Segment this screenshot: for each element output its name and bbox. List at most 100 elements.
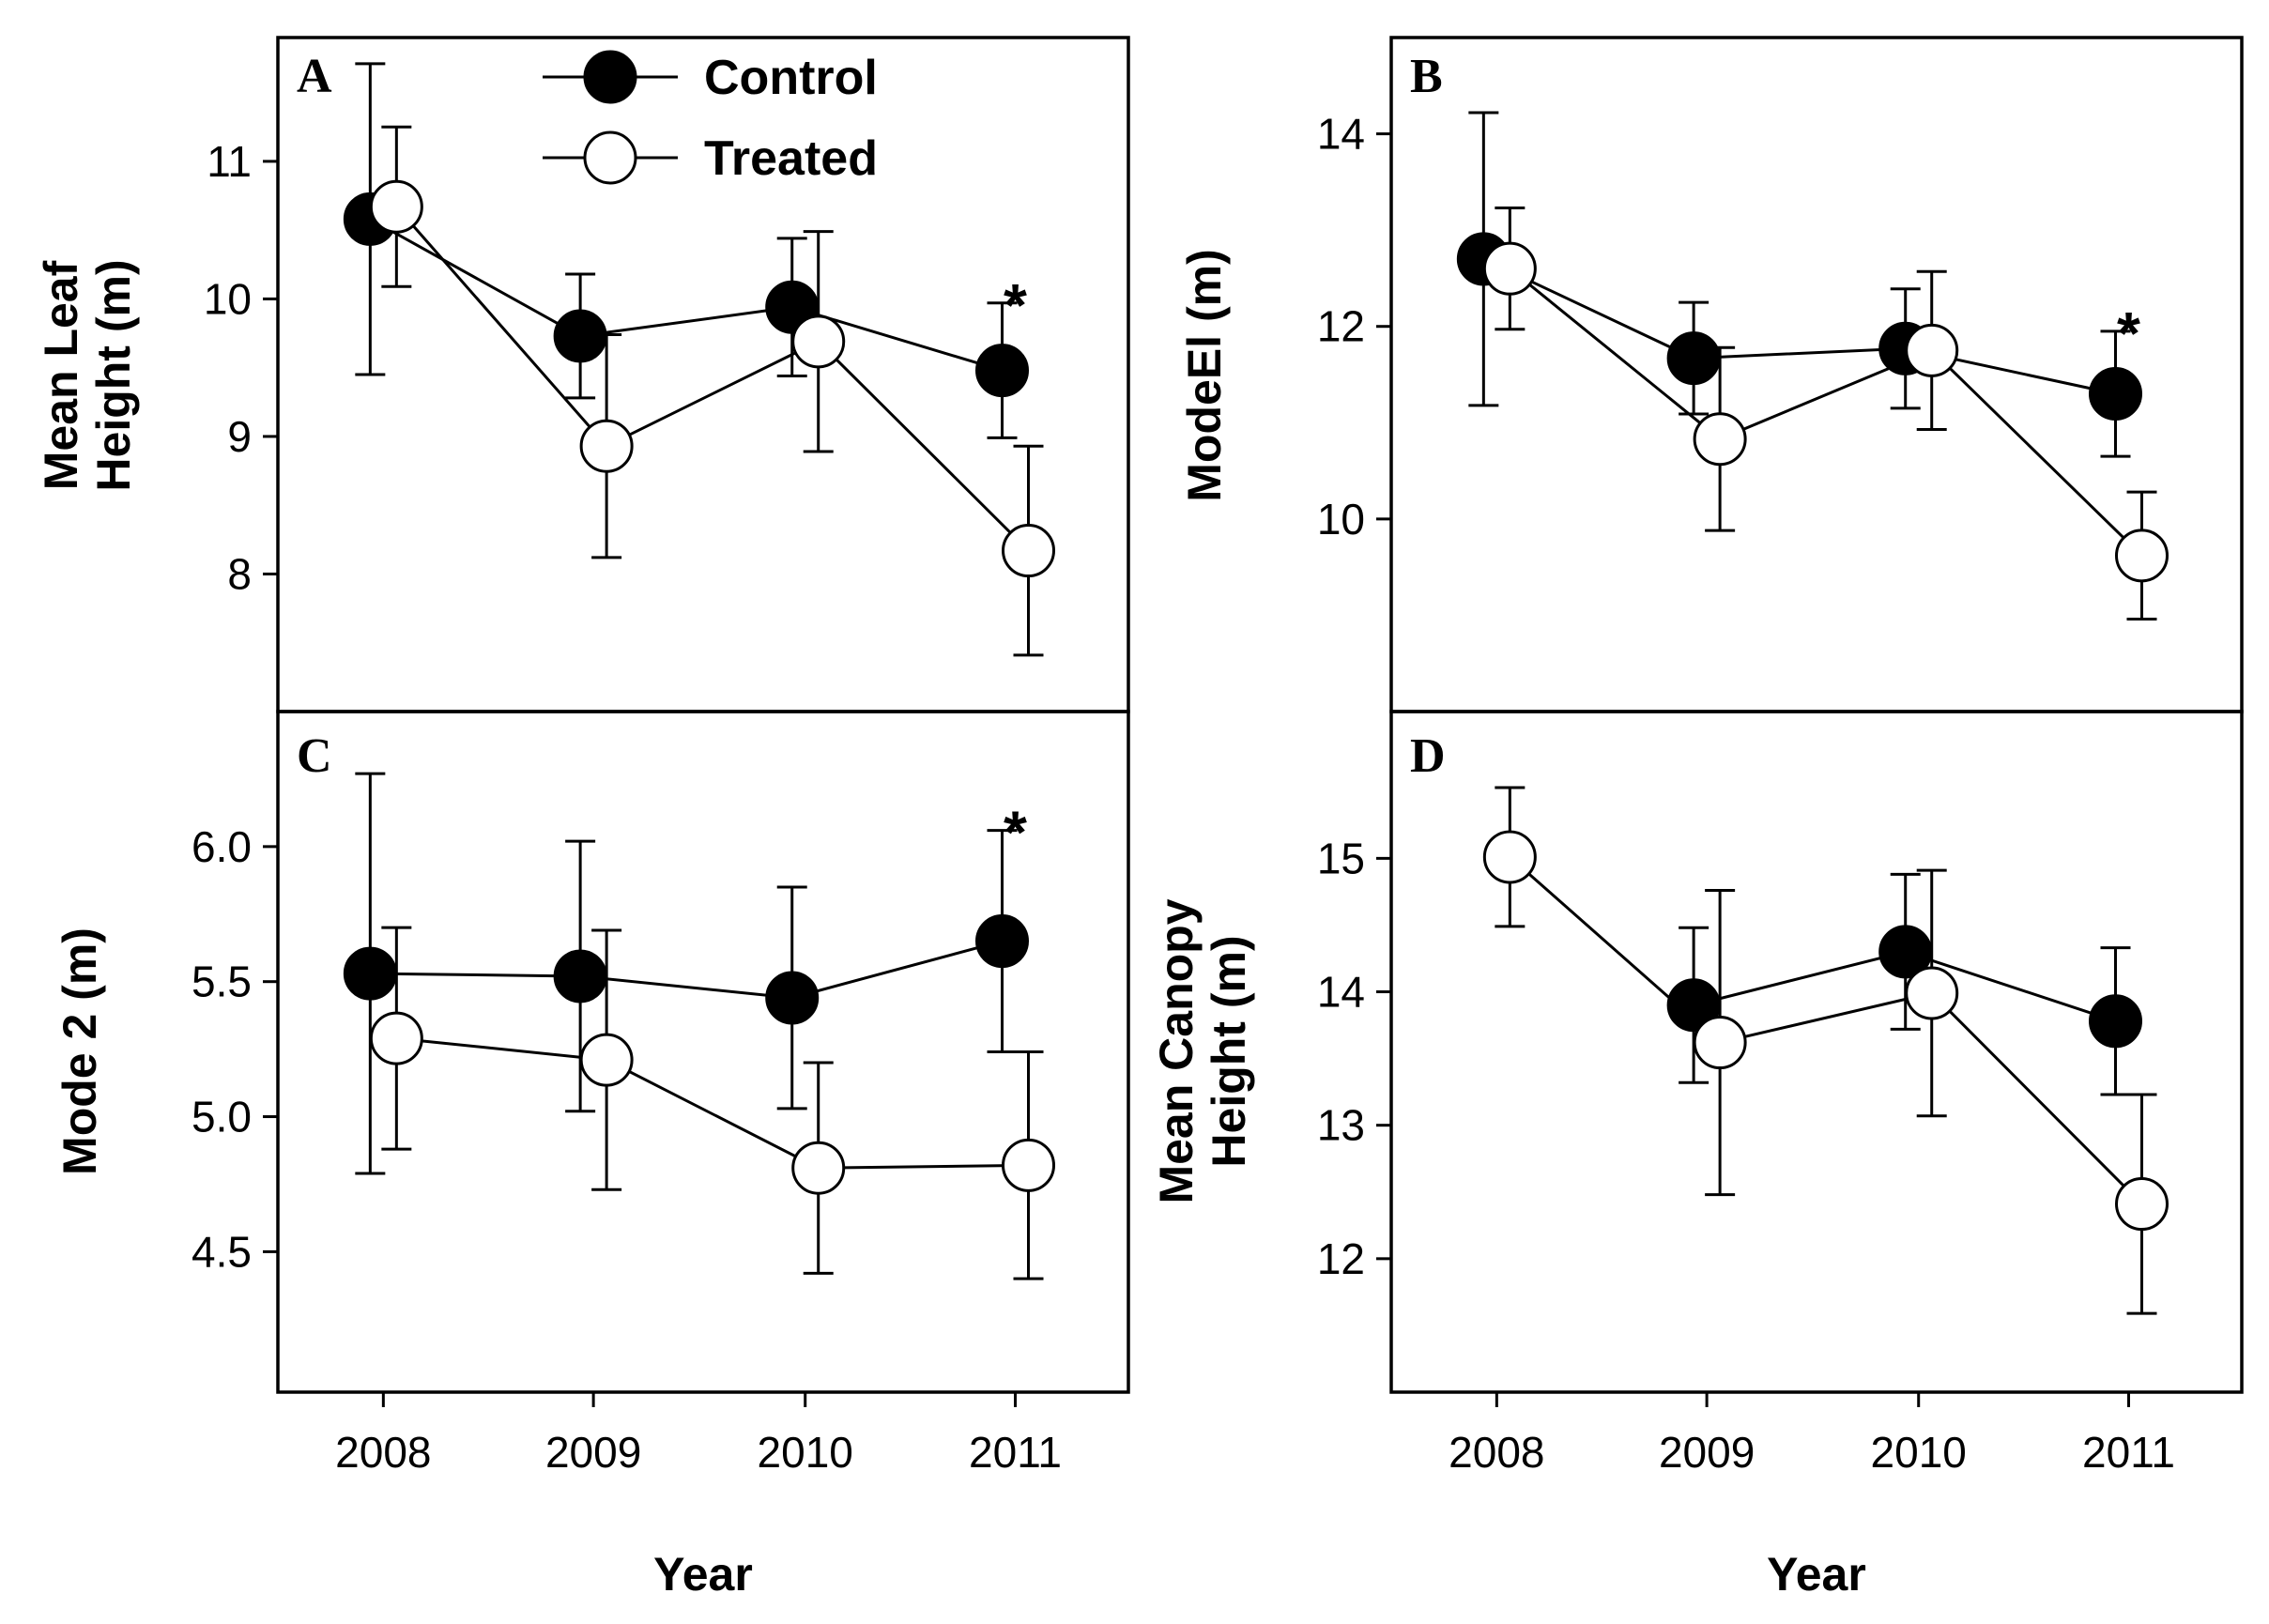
panel-a-ytick-label: 11 [207,137,252,186]
panel-d-xtick-label: 2010 [1871,1428,1967,1477]
panel-b-treated-point [1905,323,1959,377]
panel-c-control-point [343,946,397,1001]
panel-c-control-point [975,914,1030,969]
panel-a-ytick-label: 10 [204,274,252,323]
panel-b-ytick-label: 12 [1317,302,1365,351]
panel-b-markers [1456,232,2169,583]
panel-c-error-bars [355,772,1044,1280]
panel-c-ytick-label: 5.5 [192,958,252,1006]
panel-a-significance-star: * [1004,271,1027,339]
panel-a-treated-point [579,419,634,473]
panel-c-treated-point [579,1033,634,1087]
panel-a-significance: * [1004,271,1027,339]
panel-c-xtick-label: 2008 [335,1428,431,1477]
panel-c-xtick-label: 2010 [758,1428,853,1477]
panel-c-ytick-label: 5.0 [192,1093,252,1141]
panel-d-ytick-label: 14 [1317,968,1365,1017]
panel-d-series-lines [1509,855,2143,1205]
panel-d-x-axis: 2008 2009 2010 2011 [1449,1392,2175,1477]
panel-c-ytick-label: 6.0 [192,822,252,871]
panel-d-ytick-label: 12 [1317,1234,1365,1283]
panel-a-treated-point [1002,524,1056,578]
panel-b-control-point [1666,331,1721,386]
panel-b-label: B [1410,50,1443,103]
legend: Control Treated [543,50,878,186]
panel-c-treated-line [396,1036,1029,1170]
panel-b-treated-point [2115,529,2169,583]
panel-c-xtick-label: 2011 [969,1428,1062,1477]
panel-a-series-lines [369,206,1030,552]
panel-c-ytick-label: 4.5 [192,1227,252,1276]
panel-d-ytick-label: 13 [1317,1101,1365,1150]
panel-c-treated-point [369,1011,423,1065]
panel-d-ylabel-line1: Mean Canopy [1150,898,1203,1203]
panel-d-treated-line [1509,855,2143,1205]
panel-a-treated-point [791,314,846,369]
panel-c-control-point [553,949,607,1004]
panel-c-frame [276,710,1130,1394]
panel-c-label: C [297,729,332,783]
panel-c-treated-point [1002,1138,1056,1192]
panel-d-control-point [1666,978,1721,1033]
panel-d-ylabel-line2: Height (m) [1203,935,1255,1167]
legend-control-marker [583,50,637,104]
panel-c-x-axis: 2008 2009 2010 2011 [335,1392,1062,1477]
panel-a-control-point [553,309,607,363]
panel-a-control-line [369,218,1003,373]
panel-d-markers [1482,830,2169,1232]
panel-b-y-axis: 10 12 14 [1317,110,1391,544]
panel-c-significance-star: * [1004,799,1027,866]
panel-a-ytick-label: 9 [227,412,252,461]
panel-d-control-point [2089,994,2143,1049]
panel-b-treated-point [1693,412,1747,467]
panel-c-significance: * [1004,799,1027,866]
panel-b-ylabel-line1: ModeEl (m) [1178,249,1231,501]
panel-a-ylabel-line2: Height (m) [87,259,140,491]
panel-b-control-line [1482,257,2116,395]
panel-b-treated-point [1482,241,1537,296]
panel-c-y-axis: 4.5 5.0 5.5 6.0 [192,822,278,1276]
panel-c-xtick-label: 2009 [545,1428,641,1477]
panel-c-xlabel: Year [653,1548,753,1601]
legend-control-label: Control [704,51,878,105]
panel-b-significance: * [2117,299,2140,367]
panel-d-treated-point [2115,1177,2169,1232]
panel-a-label: A [297,50,332,103]
panel-a-treated-line [395,206,1030,552]
panel-b-ytick-label: 14 [1317,110,1365,159]
panel-d-error-bars [1495,786,2157,1315]
panel-d-treated-point [1482,830,1537,884]
panel-b: B ModeEl (m) 10 12 14 * [1178,36,2244,713]
panel-a-y-axis: 8 9 10 11 [204,137,278,598]
panel-d-label: D [1410,729,1446,783]
panel-a-ylabel-line1: Mean Leaf [35,260,87,490]
panel-c-control-point [765,971,820,1025]
panel-d-control-point [1878,925,1933,979]
panel-c-series-lines [370,940,1029,1170]
legend-treated-marker [583,130,637,185]
panel-b-treated-line [1509,268,2143,557]
panel-d-xlabel: Year [1767,1548,1866,1601]
panel-c-control-line [370,940,1003,1000]
panel-c-treated-point [791,1141,846,1195]
panel-d-xtick-label: 2011 [2082,1428,2175,1477]
panel-d-frame [1389,710,2244,1394]
panel-d-ytick-label: 15 [1317,834,1365,882]
panel-b-ytick-label: 10 [1317,495,1365,544]
panel-c-markers [343,914,1056,1195]
panel-c: C Mode 2 (m) Year 4.55.05.56.0 2008 2009 2… [54,710,1130,1601]
panel-d: D Mean Canopy Height (m) Year 12 13 14 15 2… [1150,710,2244,1601]
panel-a-markers [343,179,1056,578]
panel-a-ytick-label: 8 [227,549,252,598]
panel-b-series-lines [1482,257,2143,557]
panel-d-treated-point [1693,1016,1747,1070]
panel-c-ylabel-line1: Mode 2 (m) [54,927,106,1175]
panel-a: A Mean Leaf Height (m) 8 9 10 11 * Control … [35,36,1130,713]
legend-treated-label: Treated [704,131,878,186]
panel-a-treated-point [369,179,423,234]
panel-a-control-point [975,344,1030,398]
panel-a-error-bars [355,62,1044,657]
panel-b-control-point [2089,367,2143,421]
panel-d-xtick-label: 2009 [1659,1428,1755,1477]
